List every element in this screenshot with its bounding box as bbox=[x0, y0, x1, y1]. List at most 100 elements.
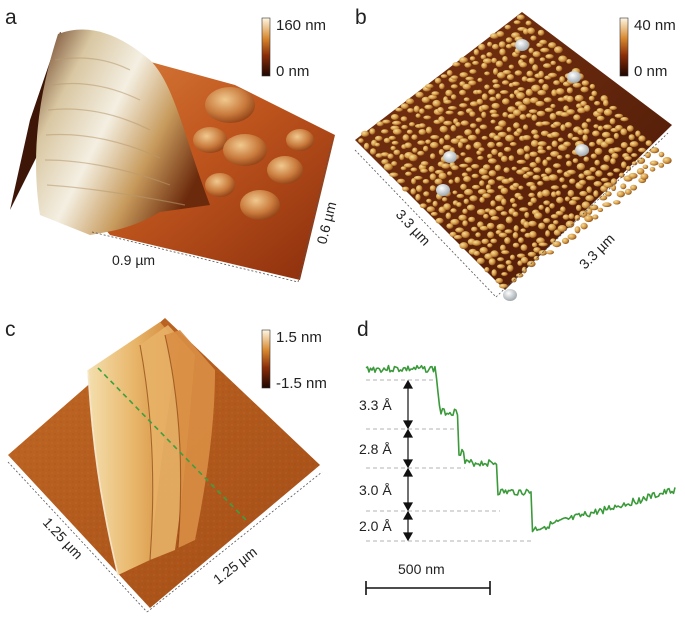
grain bbox=[579, 190, 588, 197]
grain bbox=[495, 277, 504, 284]
grain bbox=[506, 264, 514, 272]
grain bbox=[469, 56, 476, 61]
grain bbox=[462, 220, 468, 227]
grain bbox=[603, 182, 613, 188]
grain bbox=[596, 115, 605, 121]
grain bbox=[577, 107, 586, 114]
grain bbox=[505, 37, 513, 43]
grain bbox=[600, 177, 609, 182]
grain bbox=[593, 190, 599, 198]
grain bbox=[498, 232, 508, 238]
grain bbox=[488, 170, 497, 177]
grain bbox=[527, 251, 537, 257]
grain bbox=[528, 57, 535, 65]
grain bbox=[552, 121, 562, 127]
grain bbox=[518, 104, 527, 112]
grain bbox=[400, 166, 407, 171]
grain bbox=[425, 126, 433, 134]
grain bbox=[387, 153, 394, 160]
grain bbox=[501, 250, 510, 255]
grain bbox=[594, 101, 601, 106]
grain bbox=[607, 172, 614, 177]
grain bbox=[574, 226, 581, 234]
grain bbox=[511, 203, 518, 208]
grain bbox=[539, 57, 546, 62]
grain bbox=[402, 186, 410, 192]
grain bbox=[445, 212, 452, 220]
panel-d-scale-bar bbox=[365, 581, 491, 595]
grain bbox=[434, 178, 443, 185]
panel-d-step-label-2: 2.8 Å bbox=[359, 441, 392, 457]
grain bbox=[491, 269, 497, 277]
grain bbox=[583, 104, 591, 112]
grain bbox=[572, 158, 579, 164]
grain bbox=[530, 185, 537, 191]
grain bbox=[500, 211, 508, 216]
grain bbox=[450, 125, 457, 132]
grain bbox=[524, 153, 530, 160]
grain bbox=[404, 142, 413, 149]
grain bbox=[564, 196, 571, 202]
grain bbox=[586, 118, 592, 123]
grain bbox=[586, 186, 592, 194]
grain bbox=[628, 172, 638, 179]
grain bbox=[459, 57, 468, 64]
grain bbox=[472, 240, 482, 246]
grain bbox=[471, 226, 478, 232]
grain bbox=[466, 167, 473, 172]
grain bbox=[559, 76, 565, 83]
grain bbox=[513, 109, 522, 116]
grain bbox=[475, 128, 481, 135]
grain bbox=[454, 176, 461, 184]
grain bbox=[452, 190, 458, 195]
grain bbox=[635, 130, 641, 137]
grain bbox=[658, 151, 665, 158]
grain bbox=[522, 97, 532, 105]
grain bbox=[376, 121, 384, 127]
grain bbox=[540, 130, 549, 137]
grain bbox=[432, 99, 441, 107]
grain bbox=[571, 136, 580, 141]
grain bbox=[500, 244, 506, 251]
grain bbox=[393, 149, 401, 156]
grain bbox=[389, 172, 399, 178]
grain bbox=[495, 205, 505, 212]
panel-a-dim-line-x bbox=[91, 231, 299, 283]
grain bbox=[658, 162, 665, 168]
grain bbox=[612, 147, 622, 153]
grain bbox=[476, 98, 484, 105]
grain bbox=[613, 132, 620, 140]
panel-d-step-label-1: 3.3 Å bbox=[359, 397, 392, 413]
grain bbox=[538, 242, 548, 247]
grain bbox=[638, 147, 646, 153]
grain bbox=[468, 80, 477, 86]
grain bbox=[584, 215, 594, 223]
grain bbox=[523, 221, 530, 229]
grain bbox=[545, 54, 554, 59]
grain bbox=[370, 148, 377, 155]
grain bbox=[574, 94, 584, 102]
grain bbox=[566, 109, 575, 115]
grain bbox=[638, 135, 646, 142]
grain bbox=[525, 88, 533, 97]
grain bbox=[405, 98, 415, 105]
grain bbox=[529, 162, 537, 168]
grain bbox=[464, 188, 474, 196]
grain bbox=[596, 108, 604, 114]
grain bbox=[413, 175, 423, 180]
grain bbox=[563, 141, 571, 147]
grain bbox=[468, 216, 476, 223]
grain bbox=[391, 140, 399, 145]
grain bbox=[482, 164, 491, 170]
grain bbox=[649, 167, 656, 172]
grain bbox=[588, 95, 595, 101]
panel-d: d 3.3 Å 2.8 Å 3.0 Å 2.0 Å bbox=[357, 318, 676, 595]
grain bbox=[447, 171, 453, 176]
grain bbox=[464, 129, 472, 136]
grain bbox=[549, 113, 557, 120]
grain bbox=[624, 188, 632, 195]
grain bbox=[437, 107, 444, 113]
grain bbox=[520, 256, 529, 264]
grain bbox=[505, 44, 513, 49]
grain bbox=[555, 88, 565, 95]
